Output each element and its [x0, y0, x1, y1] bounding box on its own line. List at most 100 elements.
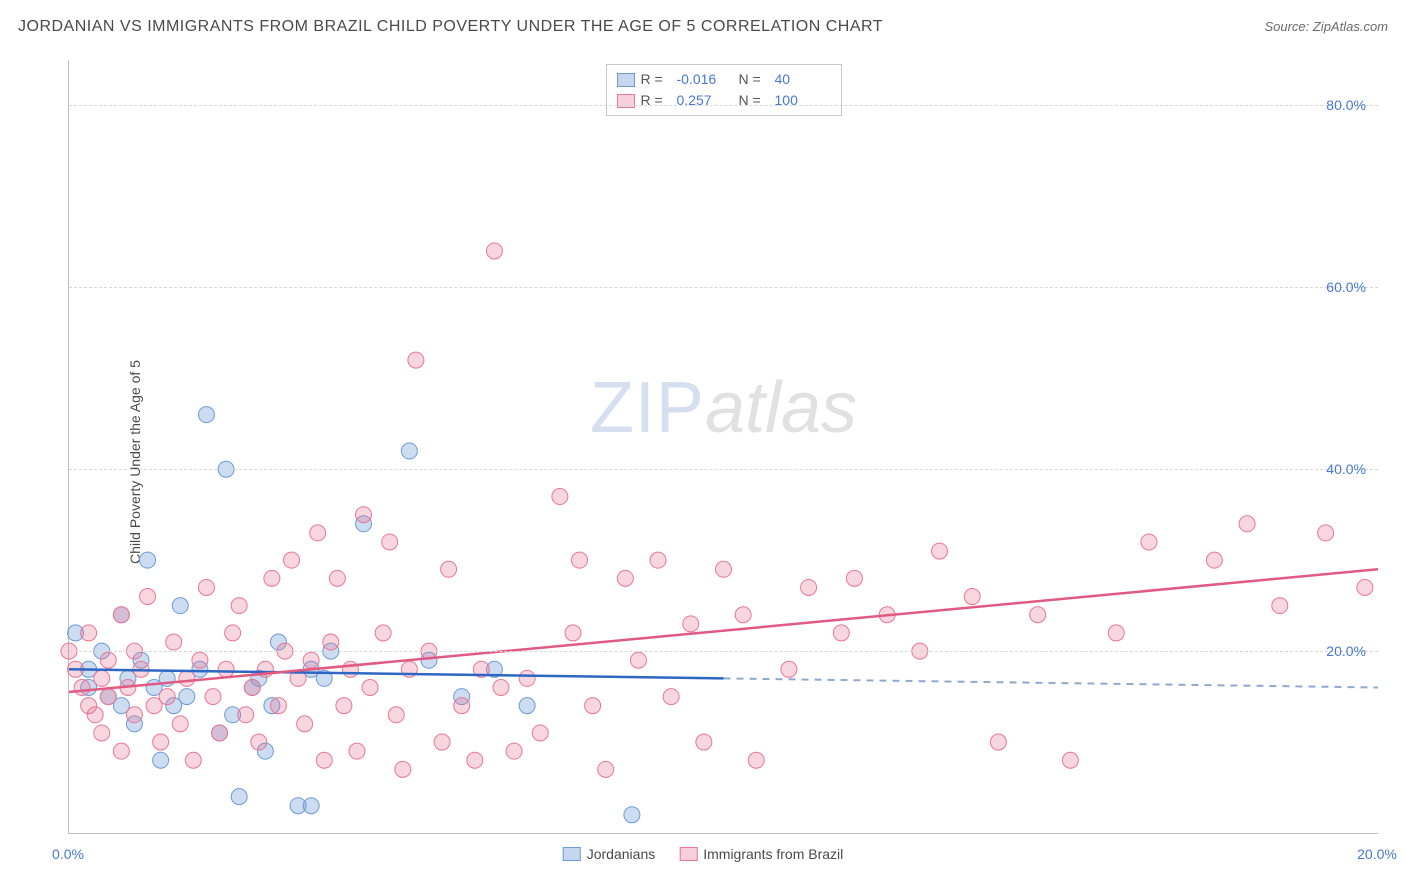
data-point: [624, 807, 640, 823]
data-point: [140, 589, 156, 605]
data-point: [100, 689, 116, 705]
data-point: [244, 679, 260, 695]
data-point: [990, 734, 1006, 750]
data-point: [94, 670, 110, 686]
y-tick-label: 80.0%: [1326, 97, 1366, 113]
title-bar: JORDANIAN VS IMMIGRANTS FROM BRAZIL CHIL…: [18, 18, 1388, 36]
y-tick-label: 60.0%: [1326, 279, 1366, 295]
data-point: [1357, 579, 1373, 595]
data-point: [552, 489, 568, 505]
data-point: [716, 561, 732, 577]
data-point: [113, 743, 129, 759]
data-point: [153, 734, 169, 750]
data-point: [172, 716, 188, 732]
data-point: [1030, 607, 1046, 623]
data-point: [506, 743, 522, 759]
legend-swatch: [679, 847, 697, 861]
data-point: [284, 552, 300, 568]
data-point: [94, 725, 110, 741]
data-point: [310, 525, 326, 541]
data-point: [212, 725, 228, 741]
data-point: [218, 661, 234, 677]
legend-label: Jordanians: [587, 846, 656, 862]
data-point: [297, 716, 313, 732]
data-point: [532, 725, 548, 741]
data-point: [172, 598, 188, 614]
source-label: Source: ZipAtlas.com: [1264, 19, 1388, 34]
data-point: [519, 698, 535, 714]
data-point: [617, 570, 633, 586]
data-point: [342, 661, 358, 677]
data-point: [748, 752, 764, 768]
legend-item: Jordanians: [563, 846, 656, 862]
data-point: [382, 534, 398, 550]
data-point: [179, 689, 195, 705]
data-point: [316, 752, 332, 768]
data-point: [735, 607, 751, 623]
data-point: [1318, 525, 1334, 541]
data-point: [630, 652, 646, 668]
y-tick-label: 40.0%: [1326, 461, 1366, 477]
data-point: [1062, 752, 1078, 768]
data-point: [519, 670, 535, 686]
plot-area: ZIPatlas R =-0.016N =40R =0.257N =100 20…: [68, 60, 1378, 834]
data-point: [650, 552, 666, 568]
data-point: [198, 407, 214, 423]
data-point: [179, 670, 195, 686]
data-point: [225, 625, 241, 641]
gridline: [69, 105, 1378, 106]
data-point: [1108, 625, 1124, 641]
gridline: [69, 469, 1378, 470]
data-point: [454, 698, 470, 714]
data-point: [362, 679, 378, 695]
y-tick-label: 20.0%: [1326, 643, 1366, 659]
data-point: [395, 761, 411, 777]
data-point: [231, 598, 247, 614]
data-point: [486, 243, 502, 259]
chart-title: JORDANIAN VS IMMIGRANTS FROM BRAZIL CHIL…: [18, 18, 883, 36]
series-legend: Jordanians Immigrants from Brazil: [563, 846, 844, 862]
data-point: [238, 707, 254, 723]
data-point: [696, 734, 712, 750]
data-point: [1141, 534, 1157, 550]
legend-label: Immigrants from Brazil: [703, 846, 843, 862]
data-point: [441, 561, 457, 577]
data-point: [663, 689, 679, 705]
data-point: [801, 579, 817, 595]
data-point: [166, 634, 182, 650]
data-point: [329, 570, 345, 586]
data-point: [375, 625, 391, 641]
data-point: [81, 625, 97, 641]
data-point: [408, 352, 424, 368]
gridline: [69, 651, 1378, 652]
data-point: [198, 579, 214, 595]
data-point: [1206, 552, 1222, 568]
data-point: [113, 607, 129, 623]
data-point: [401, 443, 417, 459]
data-point: [153, 752, 169, 768]
data-point: [100, 652, 116, 668]
data-point: [572, 552, 588, 568]
data-point: [565, 625, 581, 641]
data-point: [388, 707, 404, 723]
data-point: [598, 761, 614, 777]
data-point: [467, 752, 483, 768]
data-point: [140, 552, 156, 568]
data-point: [585, 698, 601, 714]
data-point: [833, 625, 849, 641]
x-tick-label: 20.0%: [1357, 846, 1397, 862]
trend-line-extension: [724, 678, 1379, 687]
data-point: [434, 734, 450, 750]
data-point: [356, 507, 372, 523]
data-point: [493, 679, 509, 695]
plot-svg: [69, 60, 1378, 833]
data-point: [683, 616, 699, 632]
data-point: [846, 570, 862, 586]
data-point: [270, 698, 286, 714]
data-point: [231, 789, 247, 805]
data-point: [87, 707, 103, 723]
data-point: [349, 743, 365, 759]
data-point: [192, 652, 208, 668]
data-point: [303, 798, 319, 814]
gridline: [69, 287, 1378, 288]
